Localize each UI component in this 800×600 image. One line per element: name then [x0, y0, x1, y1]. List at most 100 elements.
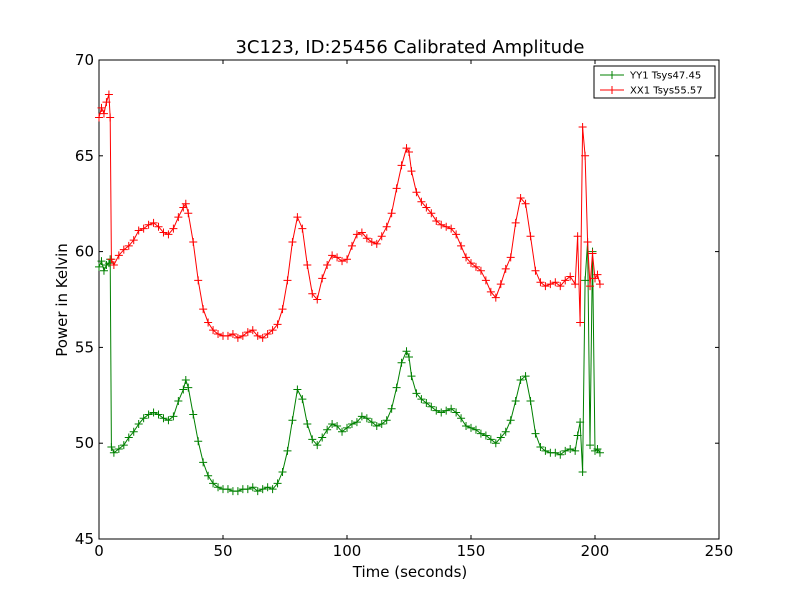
series-1-point	[288, 416, 297, 425]
series-1-point	[412, 389, 421, 398]
series-1-point	[298, 395, 307, 404]
series-2-point	[129, 236, 138, 245]
series-1-point	[576, 418, 585, 427]
series-2-point	[114, 251, 123, 260]
series-2-point	[595, 280, 604, 289]
series-2-point	[159, 228, 168, 237]
series-2-point	[452, 230, 461, 239]
series-2-point	[576, 318, 585, 327]
legend-label-2: XX1 Tsys55.57	[630, 86, 703, 97]
series-1-point	[397, 358, 406, 367]
series-2-point	[273, 320, 282, 329]
series-1-point	[169, 412, 178, 421]
series-1-point	[467, 423, 475, 432]
series-1-point	[293, 385, 302, 394]
series-2-point	[97, 103, 106, 112]
series-2-point	[362, 234, 371, 243]
series-2-point	[104, 90, 113, 99]
series-2-point	[481, 276, 490, 285]
series-2-point	[318, 274, 327, 283]
series-2-point	[228, 329, 237, 338]
series-1-point	[442, 406, 451, 415]
series-1-point	[159, 414, 168, 423]
series-1-point	[556, 450, 565, 459]
series-2-point	[298, 224, 307, 233]
series-1-point	[402, 347, 411, 356]
series-2-point	[154, 222, 163, 231]
series-2-point	[233, 333, 242, 342]
y-tick-label: 45	[75, 530, 94, 548]
series-1-point	[511, 397, 520, 406]
series-1-point	[179, 385, 188, 394]
series-2-point	[144, 220, 153, 229]
series-1-point	[447, 404, 456, 413]
series-2-point	[581, 151, 590, 160]
series-2-point	[293, 213, 302, 222]
series-2-point	[248, 326, 257, 335]
series-1-point	[174, 397, 183, 406]
series-1-point	[134, 420, 143, 429]
series-2-point	[169, 224, 178, 233]
series-2-point	[303, 261, 312, 270]
series-1-point	[258, 485, 267, 494]
series-1-point	[233, 487, 242, 496]
series-2-point	[308, 289, 317, 298]
series-2-point	[189, 238, 198, 247]
series-2-point	[427, 209, 436, 218]
series-2-point	[546, 280, 555, 289]
series-1-point	[323, 425, 332, 434]
series-2	[95, 90, 604, 342]
series-1-point	[149, 408, 158, 417]
series-2-point	[588, 249, 597, 258]
series-2-point	[367, 238, 376, 247]
series-2-point	[586, 282, 595, 291]
ticks-layer: 0 50 100 150 200 250 45 50 55 60 65 70	[75, 51, 733, 560]
series-1-point	[506, 416, 515, 425]
series-2-point	[174, 213, 183, 222]
series-1-point	[318, 433, 327, 442]
series-2-point	[204, 318, 213, 327]
series-2-point	[124, 241, 133, 250]
series-1-point	[437, 408, 446, 417]
series-1-point	[333, 421, 342, 430]
y-tick-label: 55	[75, 338, 94, 356]
series-1-point	[184, 383, 193, 392]
series-1-point	[432, 406, 441, 415]
series-2-point	[253, 331, 262, 340]
y-axis-label: Power in Kelvin	[53, 243, 71, 357]
x-tick-label: 50	[213, 542, 232, 560]
series-1-point	[278, 467, 287, 476]
series-2-point	[397, 161, 406, 170]
series-1-point	[536, 443, 545, 452]
series-2-point	[467, 259, 475, 268]
series-2-point	[164, 230, 173, 239]
series-2-point	[149, 218, 158, 227]
y-tick-label: 60	[75, 243, 94, 261]
series-1-point	[462, 421, 471, 430]
series-2-point	[323, 261, 332, 270]
series-2-point	[437, 220, 446, 229]
series-1-point	[154, 410, 163, 419]
series-1-point	[189, 410, 198, 419]
series-2-point	[566, 272, 575, 281]
series-2-point	[263, 329, 272, 338]
series-1-point	[471, 425, 480, 434]
series-2-point	[593, 270, 602, 279]
series-1-point	[129, 427, 138, 436]
series-1-point	[338, 427, 347, 436]
series-2-point	[486, 287, 495, 296]
series-2-point	[238, 331, 247, 340]
series-1-point	[214, 483, 223, 492]
series-2-point	[506, 253, 515, 262]
legend-box	[593, 65, 716, 99]
series-2-point	[407, 167, 416, 176]
series-2-point	[357, 228, 366, 237]
series-2-point	[578, 123, 587, 132]
series-2-point	[501, 264, 510, 273]
series-1-point	[328, 420, 337, 429]
series-2-point	[372, 239, 381, 248]
series-1-point	[427, 402, 436, 411]
series-1-point	[114, 444, 123, 453]
series-2-point	[268, 326, 277, 335]
